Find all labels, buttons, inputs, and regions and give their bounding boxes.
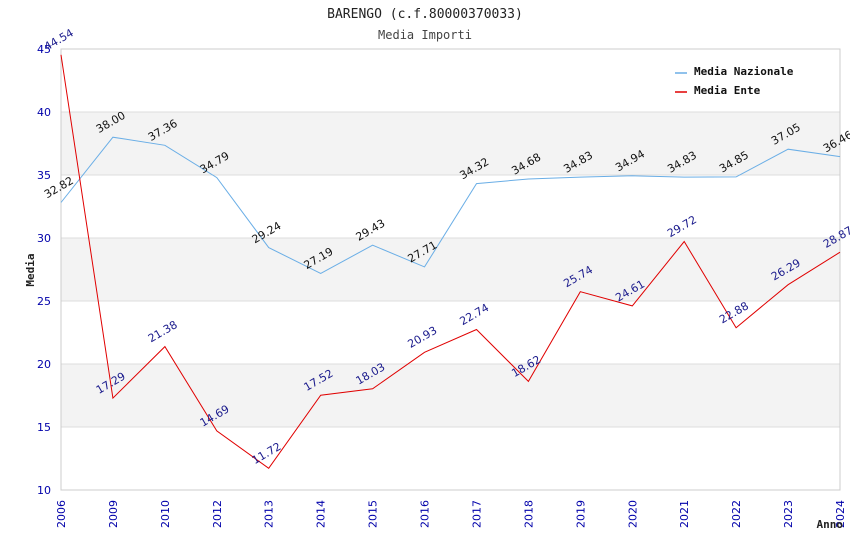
legend-label-ente: Media Ente: [694, 84, 761, 97]
grid-band: [61, 112, 840, 175]
legend: Media Nazionale Media Ente: [675, 65, 794, 97]
chart-title: BARENGO (c.f.80000370033): [327, 7, 523, 22]
x-tick-label: 2013: [263, 500, 276, 528]
y-tick-label: 20: [37, 358, 51, 371]
x-tick-label: 2021: [678, 500, 691, 528]
y-axis-ticks: 10 15 20 25 30 35 40 45: [37, 43, 51, 497]
x-axis-label: Anno: [817, 518, 844, 531]
x-tick-label: 2009: [107, 500, 120, 528]
grid-band: [61, 175, 840, 238]
grid-band: [61, 49, 840, 112]
x-tick-label: 2010: [159, 500, 172, 528]
x-tick-label: 2018: [522, 500, 535, 528]
y-tick-label: 35: [37, 169, 51, 182]
x-tick-label: 2012: [211, 500, 224, 528]
legend-label-nazionale: Media Nazionale: [694, 65, 794, 78]
grid-band: [61, 427, 840, 490]
y-tick-label: 45: [37, 43, 51, 56]
x-tick-label: 2022: [730, 500, 743, 528]
y-axis-label: Media: [24, 253, 37, 286]
x-tick-label: 2017: [470, 500, 483, 528]
x-tick-label: 2020: [626, 500, 639, 528]
x-tick-label: 2015: [367, 500, 380, 528]
plot-frame: [60, 48, 841, 491]
grid-band: [61, 364, 840, 427]
x-tick-label: 2023: [782, 500, 795, 528]
x-axis-ticks: 2006 2009 2010 2012 2013 2014 2015 2016 2017 2018…: [55, 500, 847, 528]
y-tick-label: 15: [37, 421, 51, 434]
y-tick-label: 30: [37, 232, 51, 245]
y-tick-label: 25: [37, 295, 51, 308]
chart-subtitle: Media Importi: [378, 28, 472, 42]
x-tick-label: 2019: [574, 500, 587, 528]
series-lines: [60, 54, 841, 469]
x-tick-label: 2006: [55, 500, 68, 528]
y-tick-label: 10: [37, 484, 51, 497]
x-tick-label: 2024: [834, 500, 847, 528]
series-line-ente: [60, 54, 841, 469]
grid-band: [61, 301, 840, 364]
series-line-nazionale: [60, 136, 841, 274]
grid-bands: [61, 49, 840, 490]
grid-band: [61, 238, 840, 301]
y-tick-label: 40: [37, 106, 51, 119]
x-tick-label: 2014: [315, 500, 328, 528]
x-tick-label: 2016: [419, 500, 432, 528]
